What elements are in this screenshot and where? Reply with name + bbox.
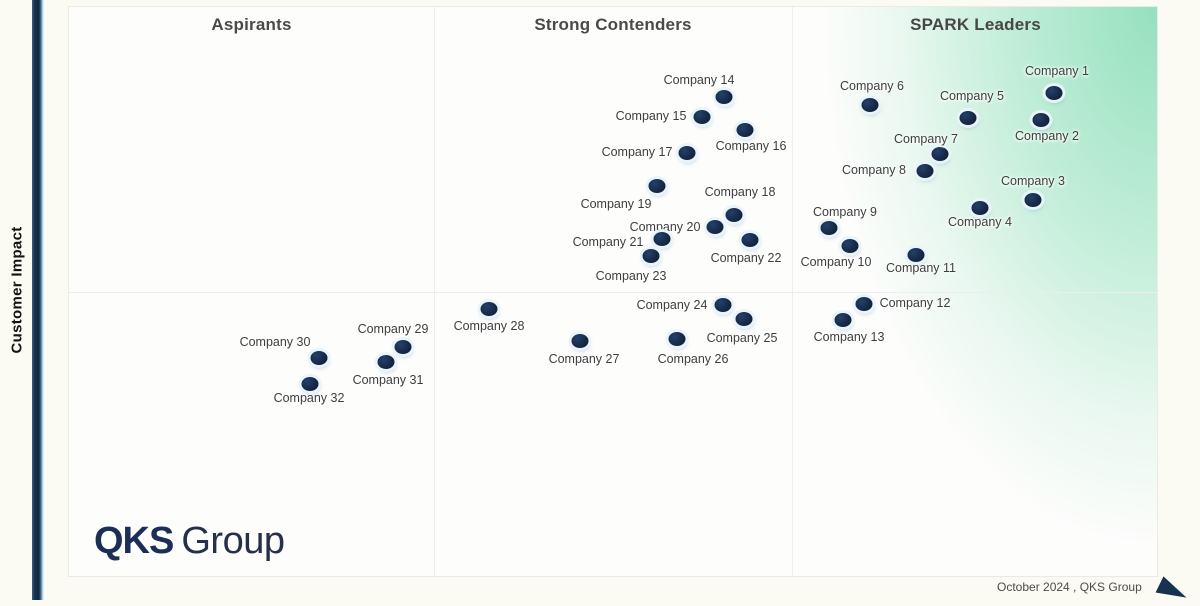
y-axis-label: Customer Impact <box>8 226 26 354</box>
footer-date-note: October 2024 , QKS Group <box>997 580 1142 594</box>
quadrant-title-spark-leaders: SPARK Leaders <box>910 15 1041 34</box>
qks-group-logo: QKS Group <box>94 520 285 562</box>
logo-qks-text: QKS <box>94 520 174 562</box>
quadrant-divider-vertical-2 <box>792 7 793 576</box>
quadrant-divider-vertical-1 <box>434 7 435 576</box>
spark-matrix-panel: Aspirants Strong Contenders SPARK Leader… <box>68 6 1158 577</box>
logo-group-text: Group <box>181 520 285 562</box>
y-axis-bar <box>32 0 44 600</box>
quadrant-divider-horizontal <box>69 292 1157 293</box>
quadrant-title-strong-contenders: Strong Contenders <box>534 15 692 34</box>
quadrant-title-aspirants: Aspirants <box>211 15 292 34</box>
x-axis-arrow-icon <box>1155 576 1191 606</box>
